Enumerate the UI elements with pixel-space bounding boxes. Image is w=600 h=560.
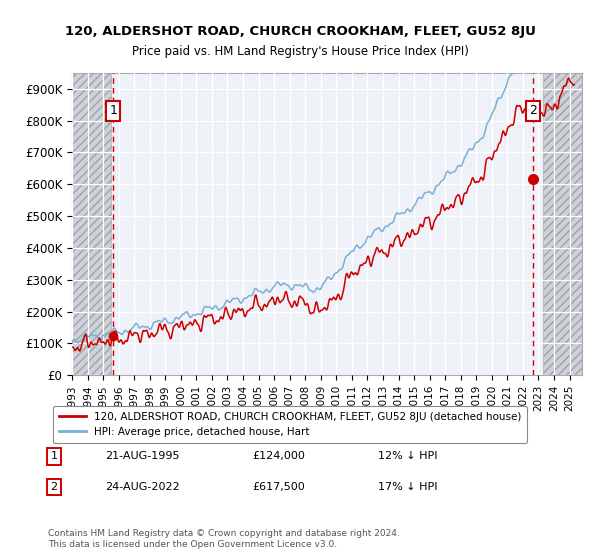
Text: 17% ↓ HPI: 17% ↓ HPI: [378, 482, 437, 492]
Text: 1: 1: [50, 451, 58, 461]
Text: 1: 1: [109, 105, 117, 118]
Text: 24-AUG-2022: 24-AUG-2022: [105, 482, 180, 492]
Text: £617,500: £617,500: [252, 482, 305, 492]
Text: 21-AUG-1995: 21-AUG-1995: [105, 451, 179, 461]
Text: 2: 2: [529, 105, 537, 118]
Text: 2: 2: [50, 482, 58, 492]
Text: £124,000: £124,000: [252, 451, 305, 461]
Text: 120, ALDERSHOT ROAD, CHURCH CROOKHAM, FLEET, GU52 8JU: 120, ALDERSHOT ROAD, CHURCH CROOKHAM, FL…: [65, 25, 535, 38]
Legend: 120, ALDERSHOT ROAD, CHURCH CROOKHAM, FLEET, GU52 8JU (detached house), HPI: Ave: 120, ALDERSHOT ROAD, CHURCH CROOKHAM, FL…: [53, 405, 527, 444]
Text: 12% ↓ HPI: 12% ↓ HPI: [378, 451, 437, 461]
Text: Contains HM Land Registry data © Crown copyright and database right 2024.
This d: Contains HM Land Registry data © Crown c…: [48, 529, 400, 549]
Text: Price paid vs. HM Land Registry's House Price Index (HPI): Price paid vs. HM Land Registry's House …: [131, 45, 469, 58]
